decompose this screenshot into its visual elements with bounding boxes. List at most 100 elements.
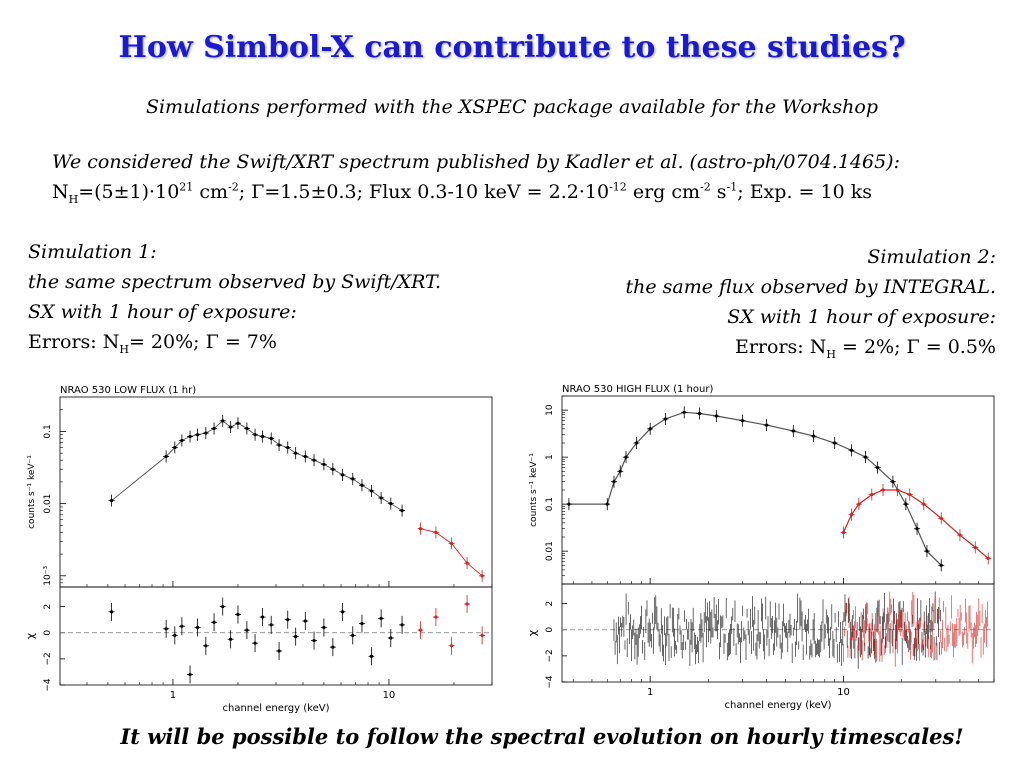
- data-point: [612, 480, 616, 484]
- residual-point: [212, 620, 216, 624]
- data-point: [322, 462, 326, 466]
- data-point: [434, 530, 438, 534]
- sim2-line2: the same flux observed by INTEGRAL.: [625, 276, 996, 298]
- sim1-heading: Simulation 1:: [28, 241, 157, 263]
- data-point: [173, 445, 177, 450]
- residual-tick-label: 0: [43, 630, 53, 636]
- conclusion-text: It will be possible to follow the spectr…: [120, 724, 964, 749]
- data-point: [195, 433, 200, 437]
- residual-point: [173, 633, 177, 637]
- data-point: [958, 533, 962, 537]
- y-tick-label: 0.01: [43, 494, 53, 514]
- nh-label: N: [52, 181, 69, 203]
- data-point: [857, 502, 861, 506]
- s-text: s: [710, 181, 727, 203]
- y-tick-label: 1: [545, 454, 555, 460]
- data-point: [379, 496, 383, 500]
- nh-sub: H: [68, 192, 79, 206]
- residual-point: [465, 602, 469, 606]
- residual-axis-label: χ: [24, 632, 37, 639]
- y-axis-label: counts s⁻¹ keV⁻¹: [27, 455, 37, 529]
- model-line: [842, 489, 989, 559]
- slide-title: How Simbol-X can contribute to these stu…: [118, 30, 906, 65]
- data-point: [331, 467, 335, 471]
- y-axis-label: counts s⁻¹ keV⁻¹: [529, 453, 539, 527]
- data-point: [891, 480, 895, 484]
- data-point: [567, 502, 571, 506]
- residual-point: [434, 615, 438, 619]
- data-point: [986, 556, 990, 561]
- high-flux-spectrum-plot: NRAO 530 HIGH FLUX (1 hour) 10 1 0.1 0.01 1 10…: [520, 372, 1000, 712]
- chart-title: NRAO 530 HIGH FLUX (1 hour): [562, 384, 713, 395]
- residual-point: [286, 618, 290, 622]
- data-point: [400, 509, 404, 513]
- data-point: [389, 502, 393, 506]
- residual-panel-frame: [561, 583, 995, 683]
- residual-point: [360, 621, 364, 626]
- chart-title: NRAO 530 LOW FLUX (1 hr): [60, 385, 196, 396]
- data-point: [418, 527, 423, 531]
- data-point: [881, 488, 885, 492]
- data-point: [180, 438, 184, 443]
- low-flux-spectrum-plot: NRAO 530 LOW FLUX (1 hr) 0.1 0.01 10⁻³ 1 10 2 0…: [20, 375, 500, 715]
- sim1-line2: the same spectrum observed by Swift/XRT.: [28, 271, 441, 293]
- data-point: [294, 451, 298, 455]
- data-point: [229, 425, 233, 429]
- data-point: [253, 433, 257, 437]
- data-point: [939, 563, 943, 567]
- sim1-errors-suffix: = 20%; Γ = 7%: [128, 331, 277, 353]
- nh-value: =(5±1)·10: [78, 181, 180, 203]
- y-tick-label: 10: [545, 404, 555, 416]
- residual-point: [229, 637, 233, 641]
- sim1-errors: Errors: NH= 20%; Γ = 7%: [28, 327, 488, 357]
- data-point: [833, 441, 837, 445]
- data-point: [863, 455, 868, 459]
- residual-point: [322, 625, 326, 630]
- residual-point: [269, 623, 273, 627]
- residual-point: [369, 654, 374, 658]
- data-point: [875, 465, 880, 470]
- data-point: [922, 502, 926, 506]
- sim2-errors-prefix: Errors: N: [734, 336, 827, 358]
- data-point: [109, 499, 114, 503]
- data-point: [449, 541, 454, 546]
- nh-exp: 21: [179, 180, 194, 194]
- erg-exp: -2: [700, 180, 711, 194]
- erg-text: erg cm: [626, 181, 701, 203]
- residual-tick-label: −4: [43, 678, 53, 692]
- data-point: [269, 436, 273, 441]
- residual-point: [260, 615, 265, 619]
- residual-point: [180, 624, 184, 628]
- data-point: [340, 473, 345, 477]
- sim2-line3: SX with 1 hour of exposure:: [727, 306, 996, 328]
- data-point: [465, 561, 469, 565]
- data-point: [849, 448, 854, 452]
- x-tick-label: 10: [383, 690, 396, 701]
- data-point: [791, 429, 795, 433]
- residual-tick-label: −2: [545, 649, 555, 662]
- y-tick-label: 0.1: [545, 497, 555, 511]
- main-panel-frame: [59, 396, 493, 588]
- simulation2-block: Simulation 2: the same flux observed by …: [526, 242, 996, 362]
- residual-point: [236, 612, 240, 617]
- s-exp: -1: [726, 180, 738, 194]
- residual-tick-label: 2: [545, 601, 555, 607]
- sim1-line3: SX with 1 hour of exposure:: [28, 301, 297, 323]
- data-point: [480, 574, 484, 578]
- residual-point: [340, 610, 345, 614]
- residual-tick-label: 0: [545, 627, 555, 633]
- model-line: [568, 411, 942, 566]
- data-point: [811, 434, 816, 438]
- data-point: [351, 477, 355, 481]
- x-axis-label: channel energy (keV): [724, 700, 831, 711]
- data-point: [277, 443, 281, 447]
- data-point: [841, 530, 846, 535]
- x-tick-label: 1: [170, 690, 176, 701]
- cm-text: cm: [193, 181, 228, 203]
- data-point: [164, 454, 168, 459]
- data-point: [212, 426, 216, 431]
- data-point: [714, 414, 718, 418]
- main-panel-frame: [561, 395, 995, 585]
- data-point: [236, 421, 240, 425]
- residual-point: [303, 619, 307, 623]
